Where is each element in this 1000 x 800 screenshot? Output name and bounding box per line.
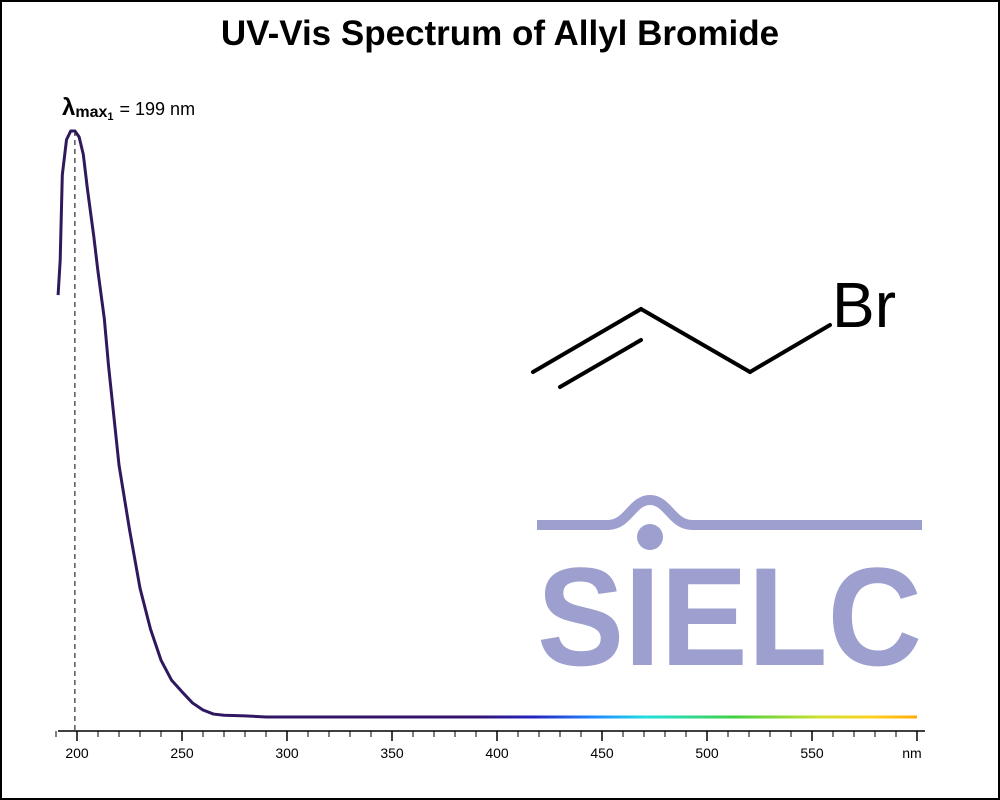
x-tick-label: 500 <box>695 745 719 761</box>
x-tick-label: 400 <box>485 745 509 761</box>
x-tick-label: 250 <box>170 745 194 761</box>
peak-label: λmax1 = 199 nm <box>62 94 195 123</box>
x-tick-label: nm <box>902 745 921 761</box>
structure <box>531 307 832 389</box>
peak-index: 1 <box>107 111 113 123</box>
spectrum-line <box>56 129 917 719</box>
structure-label: Br <box>832 269 896 341</box>
x-tick-label: 300 <box>275 745 299 761</box>
x-tick-label: 200 <box>65 745 89 761</box>
x-tick-label: 450 <box>590 745 614 761</box>
logo: SIELC <box>537 538 922 695</box>
peak-text: = 199 nm <box>120 99 196 119</box>
x-tick-label: 550 <box>800 745 824 761</box>
peak-symbol: λ <box>62 94 75 121</box>
x-tick-label: 350 <box>380 745 404 761</box>
chart-title: UV-Vis Spectrum of Allyl Bromide <box>221 14 779 53</box>
peak-subscript: max <box>75 104 107 121</box>
logo-dot <box>637 524 663 550</box>
logo-wave <box>537 494 922 530</box>
